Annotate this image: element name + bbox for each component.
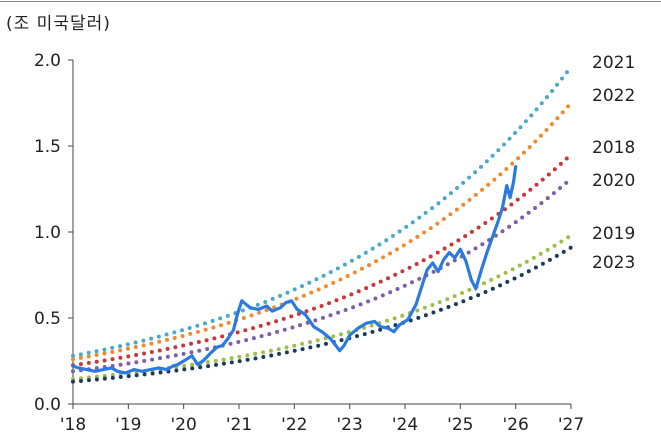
- x-tick-label: '19: [115, 415, 141, 435]
- y-tick-label: 1.0: [34, 223, 61, 243]
- x-tick-label: '23: [337, 415, 363, 435]
- trend-line-2022: [71, 101, 573, 362]
- y-tick-label: 0.5: [34, 309, 61, 329]
- x-tick-label: '27: [558, 415, 584, 435]
- unit-label: (조 미국달러): [6, 14, 111, 34]
- x-tick-label: '22: [281, 415, 307, 435]
- legend-label-2020: 2020: [592, 171, 635, 191]
- trend-line-2018: [71, 152, 573, 368]
- x-tick-label: '25: [447, 415, 473, 435]
- actual-series: [71, 165, 518, 375]
- y-tick-label: 0.0: [34, 395, 61, 415]
- legend-label-2018: 2018: [592, 138, 635, 158]
- legend-label-2023: 2023: [592, 253, 635, 273]
- x-tick-label: '21: [226, 415, 252, 435]
- x-tick-label: '26: [503, 415, 529, 435]
- top-rule: [0, 1, 661, 2]
- trend-lines: [71, 64, 573, 384]
- actual-line: [71, 165, 518, 375]
- y-tick-label: 2.0: [34, 51, 61, 71]
- y-tick-label: 1.5: [34, 137, 61, 157]
- legend-label-2019: 2019: [592, 224, 635, 244]
- axes: [68, 59, 572, 409]
- x-tick-label: '20: [171, 415, 197, 435]
- trend-line-2023: [71, 245, 573, 384]
- trend-line-2020: [71, 176, 573, 374]
- legend-label-2021: 2021: [592, 53, 635, 73]
- x-tick-label: '18: [60, 415, 86, 435]
- tick-labels: 0.0 0.5 1.0 1.5 2.0 '18 '19 '20 '21 '22 '23 '24 '25 '…: [34, 51, 584, 435]
- trend-line-2021: [71, 64, 573, 358]
- legend: 2021 2022 2018 2020 2019 2023: [592, 53, 635, 273]
- x-tick-label: '24: [392, 415, 418, 435]
- legend-label-2022: 2022: [592, 86, 635, 106]
